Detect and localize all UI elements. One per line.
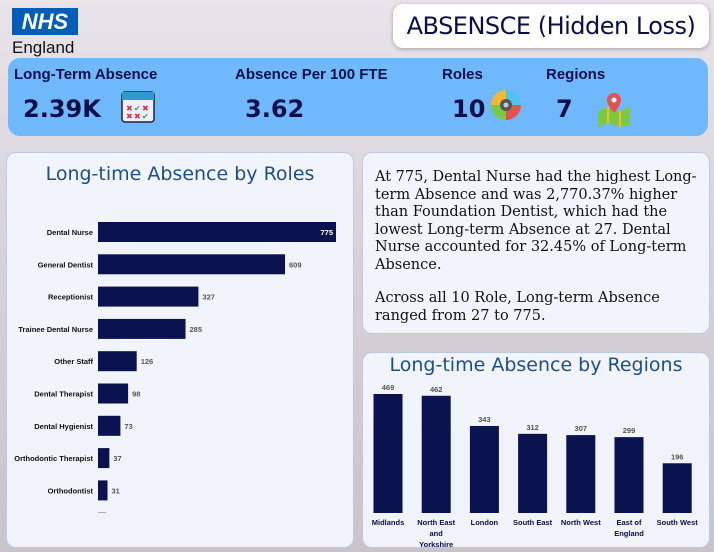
bar-category-label: North East bbox=[417, 518, 455, 527]
bar-category-label: Dental Hygienist bbox=[34, 422, 93, 431]
bar bbox=[98, 415, 121, 436]
roles-bar-chart: Dental Nurse 775 General Dentist 609 Recepti… bbox=[14, 222, 336, 513]
map-pin-icon bbox=[598, 93, 630, 127]
bar-value-label: 775 bbox=[320, 228, 333, 237]
bar bbox=[662, 463, 692, 513]
bar-category-label: Midlands bbox=[372, 518, 405, 527]
bar-value-label: 73 bbox=[124, 422, 132, 431]
bar-category-label: South West bbox=[657, 518, 699, 527]
bar-category-label: Trainee Dental Nurse bbox=[18, 325, 93, 334]
bar-category-label: Receptionist bbox=[48, 293, 94, 302]
bar-value-label: 285 bbox=[190, 325, 203, 334]
bar-category-label: Yorkshire bbox=[419, 540, 453, 549]
svg-text:✖: ✖ bbox=[126, 112, 133, 121]
bar bbox=[98, 480, 108, 501]
svg-text:✖: ✖ bbox=[142, 104, 149, 113]
kpi-label: Regions bbox=[546, 66, 606, 83]
bar bbox=[98, 351, 137, 372]
page-title: ABSENSCE (Hidden Loss) bbox=[393, 4, 709, 48]
bar bbox=[98, 286, 199, 307]
nhs-logo: NHS bbox=[12, 8, 78, 35]
narrative-text: At 775, Dental Nurse had the highest Lon… bbox=[375, 169, 697, 273]
regions-chart-panel: Long-time Absence by Regions 469 Midlands… bbox=[362, 352, 710, 549]
kpi-label: Roles bbox=[442, 66, 483, 83]
bar-value-label: 98 bbox=[132, 390, 140, 399]
bar-value-label: 462 bbox=[430, 385, 443, 394]
bar-category-label: North West bbox=[561, 518, 601, 527]
bar bbox=[98, 318, 186, 339]
chart-title: Long-time Absence by Regions bbox=[389, 354, 683, 376]
bar-category-label: East of bbox=[616, 518, 642, 527]
kpi-label: Absence Per 100 FTE bbox=[235, 66, 388, 83]
bar-value-label: 609 bbox=[289, 260, 302, 269]
kpi-value: 2.39K bbox=[23, 95, 101, 123]
nhs-england-logo: NHS England bbox=[12, 8, 78, 58]
bar-category-label: Dental Nurse bbox=[47, 228, 93, 237]
bar-value-label: 312 bbox=[526, 423, 539, 432]
bar bbox=[614, 437, 644, 513]
bar-value-label: 126 bbox=[141, 357, 154, 366]
numbered-gear-icon bbox=[491, 90, 521, 120]
kpi-bar: Long-Term Absence 2.39K ✖ ✔ ✖ ✖ ✖ ✔ Absence … bbox=[8, 58, 708, 136]
bar bbox=[98, 222, 336, 242]
bar-value-label: 196 bbox=[671, 452, 684, 461]
kpi-value: 7 bbox=[556, 95, 573, 123]
bar-value-label: 307 bbox=[575, 424, 588, 433]
svg-text:✔: ✔ bbox=[142, 112, 149, 121]
narrative-panel: At 775, Dental Nurse had the highest Lon… bbox=[362, 152, 710, 334]
svg-text:✖: ✖ bbox=[126, 104, 133, 113]
roles-chart-panel: Long-time Absence by Roles Dental Nurse 7… bbox=[6, 152, 354, 548]
bar-category-label: Other Staff bbox=[54, 357, 93, 366]
bar-category-label: London bbox=[471, 518, 499, 527]
bar bbox=[566, 435, 596, 513]
regions-bar-chart: 469 Midlands 462 North East and Yorkshire 343 L… bbox=[372, 383, 699, 549]
bar bbox=[98, 254, 286, 275]
bar-value-label: 343 bbox=[478, 415, 491, 424]
bar-value-label: 37 bbox=[113, 454, 121, 463]
svg-text:✔: ✔ bbox=[134, 104, 141, 113]
bar bbox=[98, 448, 110, 469]
bar-category-label: Orthodontist bbox=[48, 486, 94, 495]
bar bbox=[469, 425, 499, 513]
calendar-icon: ✖ ✔ ✖ ✖ ✖ ✔ bbox=[121, 91, 155, 123]
bar-value-label: 469 bbox=[382, 383, 395, 392]
svg-text:✖: ✖ bbox=[134, 112, 141, 121]
bar-category-label: England bbox=[614, 529, 644, 538]
chart-title: Long-time Absence by Roles bbox=[45, 163, 315, 185]
bar-value-label: 299 bbox=[623, 426, 636, 435]
bar bbox=[518, 433, 548, 513]
kpi-label: Long-Term Absence bbox=[14, 66, 158, 83]
bar bbox=[421, 395, 451, 513]
kpi-value: 3.62 bbox=[245, 95, 305, 123]
bar bbox=[373, 394, 403, 513]
bar-category-label: and bbox=[430, 529, 444, 538]
logo-subtitle: England bbox=[12, 38, 75, 57]
bar-category-label: Orthodontic Therapist bbox=[14, 454, 93, 463]
bar-category-label: Dental Therapist bbox=[34, 390, 93, 399]
bar-value-label: 31 bbox=[112, 486, 120, 495]
bar bbox=[98, 383, 129, 404]
kpi-value: 10 bbox=[452, 95, 486, 123]
bar-value-label: 327 bbox=[202, 293, 215, 302]
bar-category-label: South East bbox=[513, 518, 553, 527]
bar-category-label: General Dentist bbox=[38, 260, 94, 269]
narrative-text: Across all 10 Role, Long-term Absence ra… bbox=[375, 290, 660, 324]
